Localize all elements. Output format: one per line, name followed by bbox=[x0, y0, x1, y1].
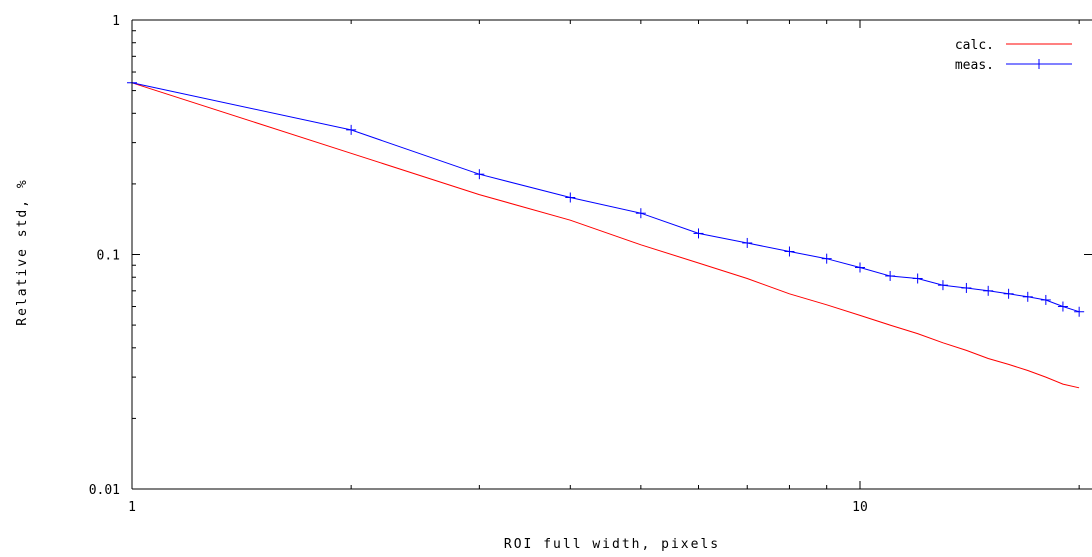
data-point-meas-1 bbox=[346, 124, 357, 135]
y-tick-label-1: 0.1 bbox=[97, 249, 120, 264]
data-point-meas-5 bbox=[693, 228, 704, 239]
data-point-meas-8 bbox=[821, 253, 832, 264]
x-tick-label-0: 1 bbox=[128, 500, 136, 515]
chart-marks bbox=[127, 77, 1085, 389]
data-point-meas-11 bbox=[912, 273, 923, 284]
data-point-meas-19 bbox=[1074, 306, 1085, 317]
y-tick-label-2: 0.01 bbox=[89, 483, 120, 498]
data-point-meas-18 bbox=[1057, 301, 1068, 312]
data-point-meas-16 bbox=[1022, 291, 1033, 302]
series-line-meas bbox=[131, 82, 1080, 313]
legend-label-0: calc. bbox=[955, 38, 994, 53]
x-axis-title: ROI full width, pixels bbox=[504, 537, 720, 552]
data-point-meas-15 bbox=[1003, 288, 1014, 299]
data-point-meas-17 bbox=[1040, 294, 1051, 305]
data-point-meas-10 bbox=[885, 270, 896, 281]
data-point-meas-7 bbox=[784, 246, 795, 257]
data-point-meas-12 bbox=[937, 280, 948, 291]
data-point-meas-2 bbox=[474, 169, 485, 180]
chart-axes: 1 10 1 0.1 0.01 bbox=[89, 14, 1092, 515]
legend-label-1: meas. bbox=[955, 58, 994, 73]
y-axis-title: Relative std, % bbox=[15, 178, 30, 325]
legend: calc. meas. bbox=[955, 38, 1072, 73]
data-point-meas-9 bbox=[855, 262, 865, 273]
x-tick-label-1: 10 bbox=[852, 500, 868, 515]
data-point-meas-3 bbox=[565, 192, 576, 203]
series-line-calc bbox=[131, 82, 1080, 389]
data-point-meas-13 bbox=[961, 282, 972, 293]
data-point-meas-6 bbox=[742, 237, 753, 248]
data-point-meas-14 bbox=[983, 285, 994, 296]
data-point-meas-4 bbox=[635, 208, 646, 219]
y-tick-label-0: 1 bbox=[112, 14, 120, 29]
